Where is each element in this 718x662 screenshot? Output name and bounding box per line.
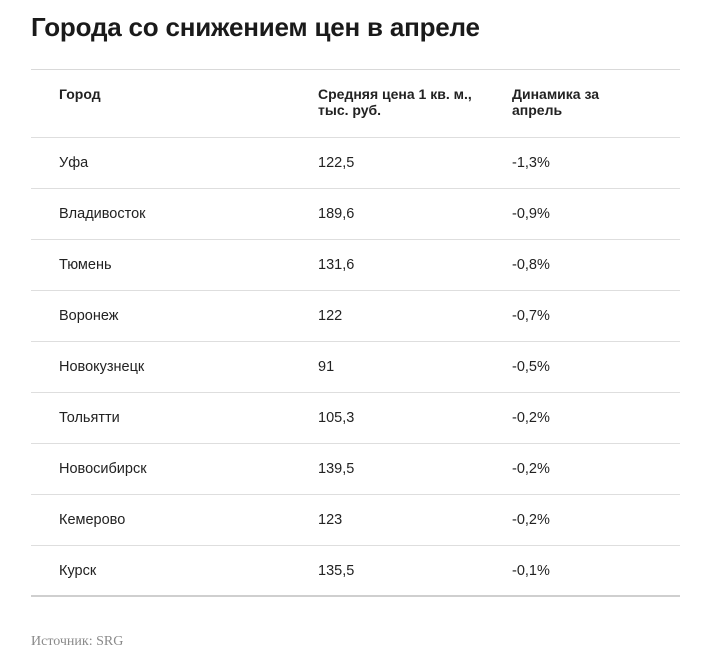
change-cell: -0,5% (512, 359, 550, 375)
table-row: Воронеж 122 -0,7% (31, 291, 680, 342)
price-cell: 122,5 (318, 155, 355, 171)
source-note: Источник: SRG (31, 634, 124, 649)
change-cell: -0,8% (512, 257, 550, 273)
city-cell: Воронеж (59, 308, 119, 324)
change-cell: -0,1% (512, 563, 550, 579)
price-cell: 105,3 (318, 410, 355, 426)
price-cell: 189,6 (318, 206, 355, 222)
table-row: Кемерово 123 -0,2% (31, 495, 680, 546)
table-body: Уфа 122,5 -1,3% Владивосток 189,6 -0,9% Тюмень… (31, 138, 680, 597)
table-row: Владивосток 189,6 -0,9% (31, 189, 680, 240)
city-cell: Курск (59, 563, 97, 579)
city-cell: Кемерово (59, 512, 126, 528)
column-header-price: Средняя цена 1 кв. м., тыс. руб. (318, 86, 472, 118)
table-top-divider (31, 69, 680, 70)
table-row: Тюмень 131,6 -0,8% (31, 240, 680, 291)
city-cell: Владивосток (59, 206, 146, 222)
table-row: Курск 135,5 -0,1% (31, 546, 680, 597)
price-cell: 135,5 (318, 563, 355, 579)
table-row: Новосибирск 139,5 -0,2% (31, 444, 680, 495)
city-cell: Новокузнецк (59, 359, 145, 375)
change-cell: -1,3% (512, 155, 550, 171)
city-cell: Тольятти (59, 410, 120, 426)
change-cell: -0,2% (512, 461, 550, 477)
change-cell: -0,2% (512, 410, 550, 426)
table-row: Новокузнецк 91 -0,5% (31, 342, 680, 393)
table-header-row: Город Средняя цена 1 кв. м., тыс. руб. Д… (31, 70, 680, 138)
price-table: Город Средняя цена 1 кв. м., тыс. руб. Д… (31, 69, 680, 597)
change-cell: -0,7% (512, 308, 550, 324)
table-row: Уфа 122,5 -1,3% (31, 138, 680, 189)
city-cell: Уфа (59, 155, 89, 171)
city-cell: Новосибирск (59, 461, 147, 477)
change-cell: -0,9% (512, 206, 550, 222)
column-header-change: Динамика за апрель (512, 86, 600, 118)
city-cell: Тюмень (59, 257, 112, 273)
chart-title: Города со снижением цен в апреле (31, 12, 480, 42)
change-cell: -0,2% (512, 512, 550, 528)
price-cell: 122 (318, 308, 343, 324)
column-header-city: Город (59, 86, 101, 102)
price-cell: 131,6 (318, 257, 355, 273)
table-row: Тольятти 105,3 -0,2% (31, 393, 680, 444)
price-cell: 139,5 (318, 461, 355, 477)
price-cell: 123 (318, 512, 343, 528)
price-cell: 91 (318, 359, 335, 375)
